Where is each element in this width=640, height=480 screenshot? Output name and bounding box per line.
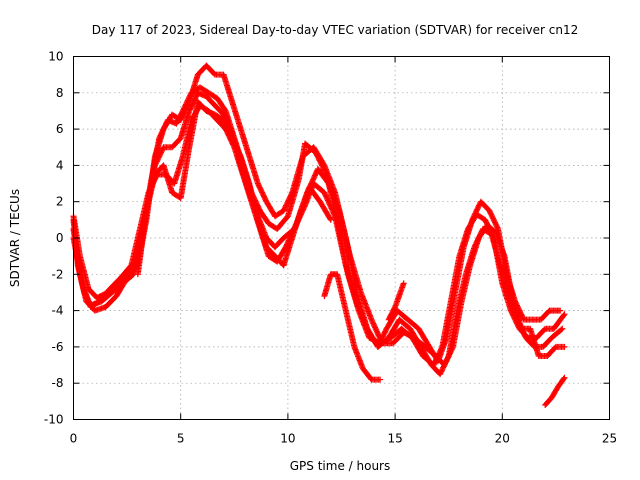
y-tick-label: -8 xyxy=(52,376,64,390)
y-tick-label: 10 xyxy=(48,50,63,64)
data-point xyxy=(561,343,568,350)
x-tick-label: 5 xyxy=(177,432,185,446)
axis-ticks: 0 5 10 15 20 25 -10 -8 -6 -4 -2 0 2 4 6 8 10 xyxy=(44,50,617,446)
x-tick-label: 15 xyxy=(387,432,402,446)
y-tick-label: 0 xyxy=(56,231,64,245)
x-tick-label: 10 xyxy=(280,432,295,446)
y-tick-label: 4 xyxy=(56,158,64,172)
y-tick-label: 2 xyxy=(56,195,64,209)
data-point xyxy=(561,311,568,318)
data-points xyxy=(70,62,568,408)
y-tick-label: -2 xyxy=(52,267,64,281)
data-point xyxy=(558,326,565,333)
data-point xyxy=(560,312,567,319)
x-tick-label: 0 xyxy=(70,432,78,446)
chart-title: Day 117 of 2023, Sidereal Day-to-day VTE… xyxy=(92,23,579,37)
y-tick-label: 6 xyxy=(56,122,64,136)
data-point xyxy=(559,325,566,332)
x-tick-label: 25 xyxy=(602,432,617,446)
series-trace-9 xyxy=(542,374,568,408)
y-tick-label: -10 xyxy=(44,413,64,427)
y-tick-label: -6 xyxy=(52,340,64,354)
data-point xyxy=(377,376,384,383)
series-trace-5 xyxy=(134,98,287,278)
x-axis-label: GPS time / hours xyxy=(290,459,391,473)
y-tick-label: -4 xyxy=(52,304,64,318)
y-tick-label: 8 xyxy=(56,86,64,100)
y-axis-label: SDTVAR / TECUs xyxy=(8,189,22,287)
x-tick-label: 20 xyxy=(495,432,510,446)
